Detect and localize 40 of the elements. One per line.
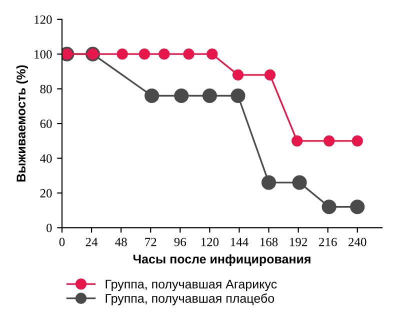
point	[202, 88, 217, 104]
x-tick-label: 144	[230, 238, 248, 246]
point	[158, 48, 170, 60]
point	[206, 48, 218, 60]
y-tick-label: 100	[34, 50, 52, 59]
x-tick-label: 96	[174, 238, 186, 246]
y-tick-label: 60	[40, 120, 52, 128]
x-axis-title: Часы после инфицирования	[133, 254, 310, 266]
y-axis-title: Выживаемость (%)	[16, 65, 28, 182]
x-tick-label: 120	[201, 238, 219, 246]
point	[116, 48, 128, 60]
point	[138, 48, 150, 60]
y-tick-label: 0	[46, 224, 52, 232]
point	[232, 69, 244, 80]
x-tick-label: 240	[348, 238, 366, 246]
point	[261, 175, 276, 190]
x-tick-label: 24	[86, 238, 98, 246]
point	[230, 88, 246, 104]
point	[174, 88, 189, 104]
x-tick-label: 0	[59, 238, 65, 246]
point	[144, 88, 160, 104]
point	[264, 69, 276, 80]
legend-label: Группа, получавшая плацебо	[106, 294, 274, 306]
y-tick-label: 20	[40, 189, 52, 198]
x-tick-label: 48	[115, 238, 127, 246]
y-tick-label: 40	[40, 154, 52, 163]
point	[352, 135, 363, 146]
point	[350, 200, 365, 214]
x-tick-label: 168	[260, 238, 278, 246]
point	[322, 200, 336, 214]
point	[292, 175, 307, 190]
x-tick-label: 72	[145, 238, 156, 246]
point	[292, 135, 303, 146]
point	[324, 135, 335, 146]
point	[183, 48, 194, 60]
legend-label: Группа, получавшая Агарикус	[106, 280, 277, 292]
x-tick-label: 216	[319, 238, 337, 246]
x-tick-label: 192	[290, 238, 307, 246]
y-tick-label: 80	[40, 84, 52, 94]
y-tick-label: 120	[34, 15, 52, 24]
